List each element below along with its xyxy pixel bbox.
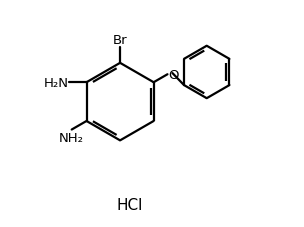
Text: O: O bbox=[169, 68, 179, 81]
Text: HCl: HCl bbox=[116, 197, 142, 212]
Text: Br: Br bbox=[113, 34, 127, 47]
Text: H₂N: H₂N bbox=[44, 76, 69, 89]
Text: NH₂: NH₂ bbox=[59, 131, 84, 144]
